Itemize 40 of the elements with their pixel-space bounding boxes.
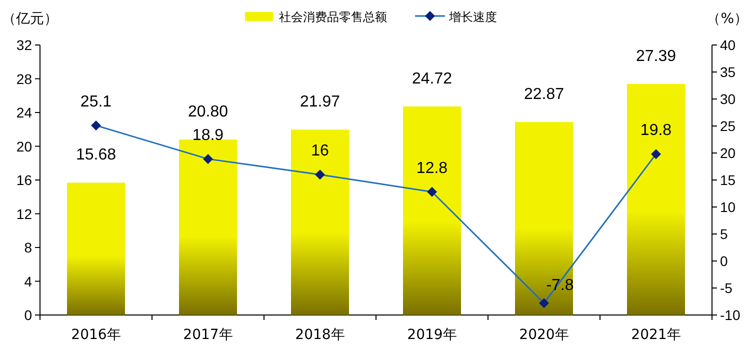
y-tick-label: 12 xyxy=(16,206,32,222)
y-tick-label: 8 xyxy=(24,240,32,256)
y-tick-label: 20 xyxy=(16,138,32,154)
y2-tick-label: 25 xyxy=(720,118,736,134)
data-label: 25.1 xyxy=(80,93,112,110)
x-tick-label: 2017年 xyxy=(183,327,233,343)
x-tick-label: 2018年 xyxy=(295,327,345,343)
x-tick-label: 2021年 xyxy=(631,327,681,343)
y-tick-label: 4 xyxy=(24,273,32,290)
y2-tick-label: 20 xyxy=(720,145,736,161)
x-tick-label: 2016年 xyxy=(71,327,121,343)
data-label: 19.8 xyxy=(640,122,672,140)
data-label: 21.97 xyxy=(300,94,340,111)
y2-tick-label: 35 xyxy=(720,64,736,80)
data-label: 24.72 xyxy=(412,70,452,88)
data-label: 20.80 xyxy=(188,104,228,120)
y2-tick-label: 30 xyxy=(720,91,736,107)
y2-tick-label: 15 xyxy=(720,172,736,188)
y-tick-label: 28 xyxy=(16,70,32,87)
data-label: 15.68 xyxy=(76,146,116,164)
y-tick-label: 24 xyxy=(16,104,32,120)
data-label: 16 xyxy=(311,142,329,160)
y2-tick-label: 5 xyxy=(720,226,728,242)
legend-label: 增长速度 xyxy=(448,10,497,24)
y2-tick-label: 0 xyxy=(720,253,728,269)
data-label: 12.8 xyxy=(416,160,448,177)
y-tick-label: 0 xyxy=(24,307,32,323)
legend-label: 社会消费品零售总额 xyxy=(279,10,387,24)
y2-tick-label: -5 xyxy=(720,280,733,296)
y-tick-label: 16 xyxy=(16,172,32,188)
y2-tick-label: 10 xyxy=(720,199,736,215)
y-axis-title: （亿元） xyxy=(2,11,58,27)
y2-tick-label: -10 xyxy=(720,307,740,323)
x-tick-label: 2019年 xyxy=(407,327,457,343)
y-tick-label: 32 xyxy=(16,37,32,53)
x-tick-label: 2020年 xyxy=(519,327,569,343)
y2-axis-title: （%） xyxy=(706,11,748,27)
data-label: 22.87 xyxy=(524,86,564,104)
data-label: 27.39 xyxy=(636,48,676,65)
y2-tick-label: 40 xyxy=(720,37,736,53)
